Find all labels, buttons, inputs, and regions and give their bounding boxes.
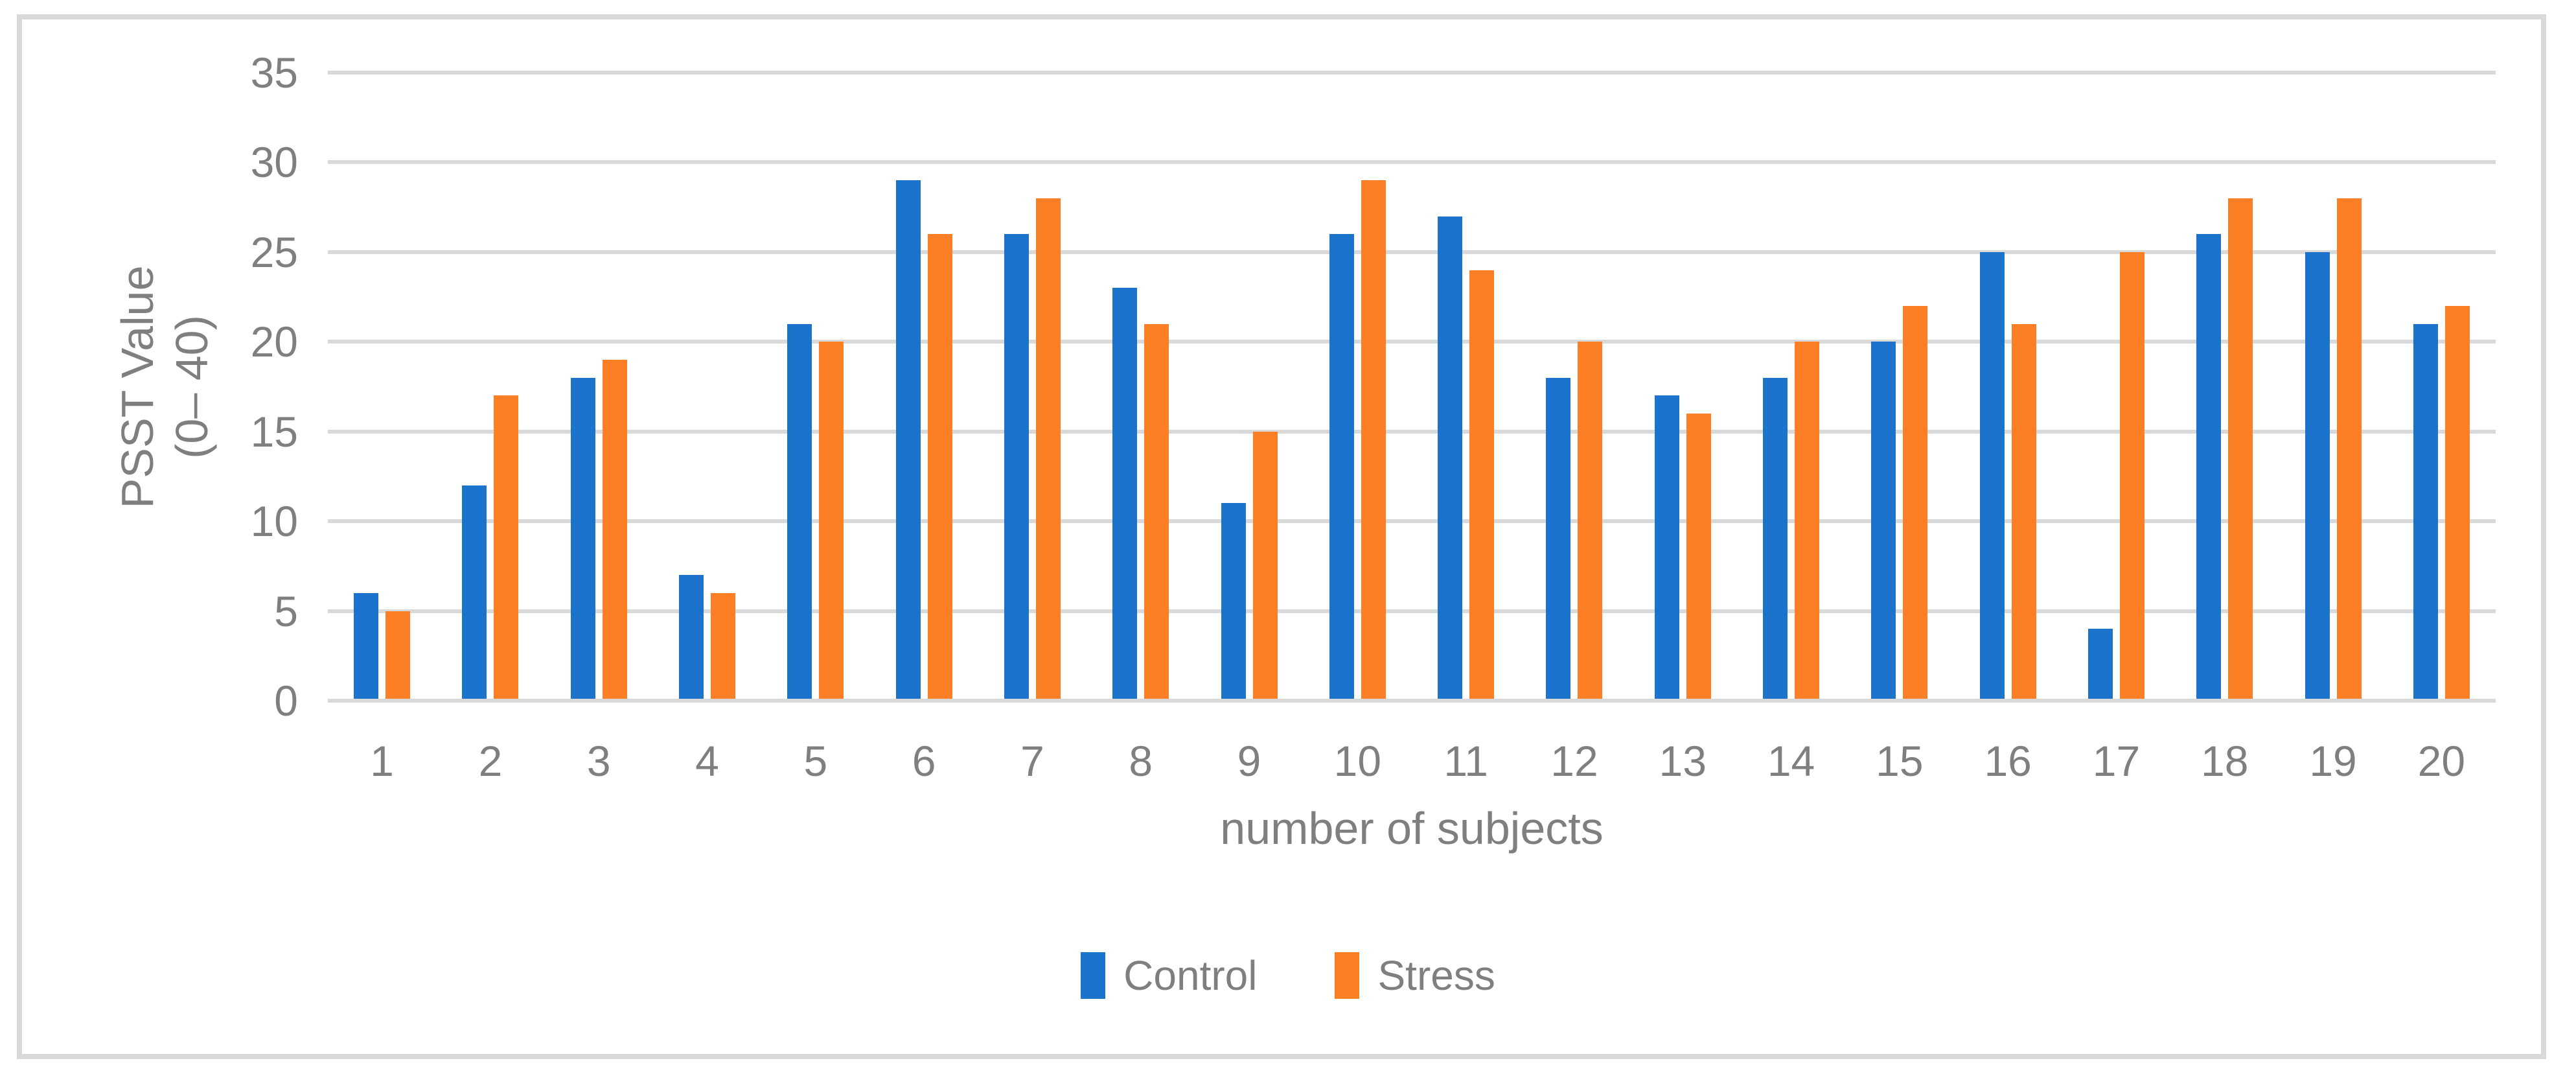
- bar-control-9: [1221, 503, 1246, 701]
- bar-stress-18: [2228, 198, 2253, 701]
- bar-stress-14: [1795, 342, 1820, 701]
- bar-control-11: [1438, 216, 1463, 701]
- legend: Control Stress: [0, 952, 2576, 999]
- bar-stress-7: [1035, 198, 1061, 701]
- bar-stress-5: [819, 342, 844, 701]
- x-tick-label-3: 3: [586, 737, 611, 785]
- x-tick-label-11: 11: [1443, 737, 1488, 785]
- bar-control-17: [2087, 629, 2113, 701]
- x-tick-label-4: 4: [695, 737, 719, 785]
- bar-control-3: [570, 377, 595, 701]
- y-tick-label-35: 35: [250, 49, 298, 97]
- gridline-25: [328, 250, 2496, 254]
- y-tick-label-15: 15: [250, 407, 298, 456]
- x-tick-label-17: 17: [2092, 737, 2141, 785]
- bar-control-13: [1654, 395, 1679, 701]
- bar-stress-1: [385, 611, 411, 701]
- y-axis-title-line1: PSST Value: [112, 265, 163, 509]
- bar-stress-8: [1144, 323, 1169, 701]
- x-tick-label-13: 13: [1659, 737, 1707, 785]
- y-tick-label-0: 0: [274, 677, 298, 725]
- bar-control-8: [1112, 288, 1138, 701]
- legend-item-stress: Stress: [1335, 952, 1495, 999]
- x-axis-title: number of subjects: [1220, 803, 1604, 854]
- y-tick-label-30: 30: [250, 138, 298, 187]
- bar-stress-15: [1903, 305, 1928, 701]
- bar-stress-19: [2336, 198, 2362, 701]
- gridline-20: [328, 340, 2496, 344]
- gridline-10: [328, 519, 2496, 524]
- y-tick-label-20: 20: [250, 318, 298, 366]
- bar-control-4: [679, 575, 704, 701]
- x-tick-label-15: 15: [1876, 737, 1924, 785]
- legend-item-control: Control: [1081, 952, 1257, 999]
- bar-stress-13: [1686, 414, 1711, 701]
- x-tick-label-18: 18: [2201, 737, 2249, 785]
- plot-area: [328, 71, 2496, 703]
- gridline-15: [328, 429, 2496, 434]
- bar-stress-10: [1361, 180, 1386, 701]
- bar-control-12: [1546, 377, 1571, 701]
- x-tick-label-9: 9: [1237, 737, 1261, 785]
- bar-control-10: [1329, 234, 1354, 701]
- x-tick-label-16: 16: [1984, 737, 2032, 785]
- x-tick-label-20: 20: [2417, 737, 2466, 785]
- bar-control-19: [2305, 251, 2330, 701]
- x-tick-label-7: 7: [1020, 737, 1044, 785]
- bar-stress-3: [602, 359, 627, 701]
- legend-swatch-control: [1081, 952, 1106, 999]
- bar-stress-17: [2119, 251, 2145, 701]
- bar-stress-20: [2444, 305, 2470, 701]
- bar-stress-4: [711, 592, 736, 701]
- bar-control-18: [2196, 234, 2222, 701]
- bar-stress-11: [1469, 270, 1495, 701]
- y-tick-label-10: 10: [250, 497, 298, 546]
- x-tick-label-19: 19: [2309, 737, 2357, 785]
- bar-control-2: [462, 485, 487, 701]
- legend-label-stress: Stress: [1377, 952, 1495, 999]
- x-tick-label-8: 8: [1129, 737, 1153, 785]
- gridline-35: [328, 71, 2496, 75]
- gridline-30: [328, 160, 2496, 165]
- legend-label-control: Control: [1123, 952, 1258, 999]
- x-tick-label-2: 2: [478, 737, 503, 785]
- x-tick-label-10: 10: [1333, 737, 1382, 785]
- bar-control-6: [895, 180, 921, 701]
- y-axis-title: PSST Value (0– 40): [110, 141, 220, 633]
- y-tick-label-25: 25: [250, 228, 298, 276]
- bar-control-15: [1871, 342, 1896, 701]
- y-axis-title-line2: (0– 40): [167, 315, 217, 459]
- y-tick-label-5: 5: [274, 587, 298, 635]
- x-tick-label-14: 14: [1767, 737, 1815, 785]
- bar-stress-9: [1252, 431, 1278, 701]
- bar-control-5: [787, 323, 812, 701]
- x-tick-label-12: 12: [1550, 737, 1598, 785]
- bar-stress-12: [1578, 342, 1603, 701]
- bar-stress-6: [927, 234, 952, 701]
- x-axis-baseline: [328, 699, 2496, 703]
- bar-stress-2: [494, 395, 519, 701]
- bar-stress-16: [2011, 323, 2036, 701]
- bar-control-1: [354, 592, 379, 701]
- gridline-5: [328, 609, 2496, 613]
- bar-control-16: [1979, 251, 2005, 701]
- bar-control-20: [2413, 323, 2438, 701]
- x-tick-label-5: 5: [803, 737, 828, 785]
- legend-swatch-stress: [1335, 952, 1360, 999]
- bar-control-7: [1004, 234, 1029, 701]
- x-tick-label-1: 1: [370, 737, 394, 785]
- x-tick-label-6: 6: [912, 737, 936, 785]
- bar-control-14: [1763, 377, 1788, 701]
